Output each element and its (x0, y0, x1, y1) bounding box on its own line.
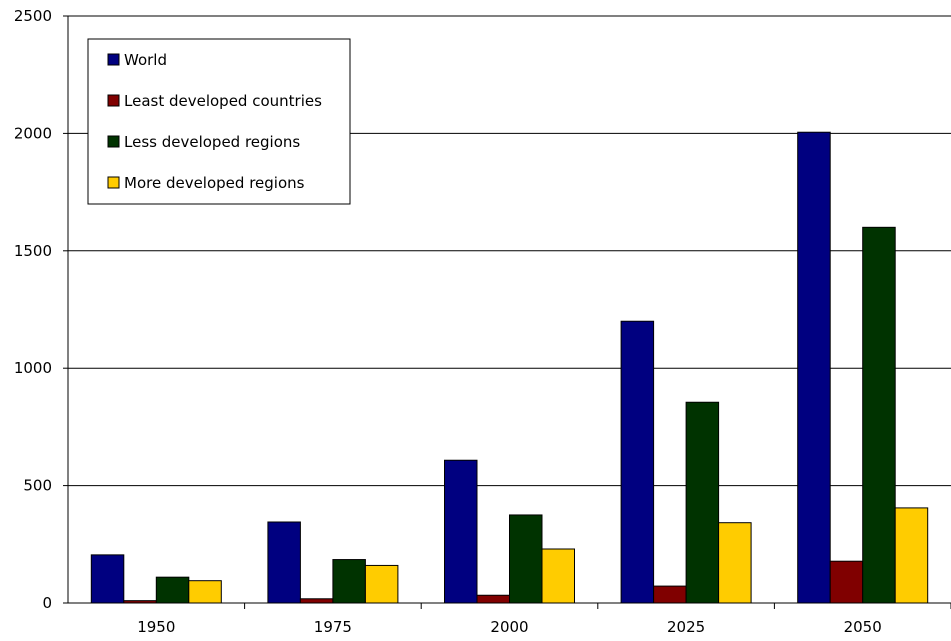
y-tick-label: 2500 (14, 7, 52, 25)
x-axis-tick-labels: 1950 1975 2000 2025 2050 (137, 618, 882, 636)
y-tick-label: 500 (23, 477, 52, 495)
bar-least-developed-countries-2025 (653, 585, 687, 604)
y-axis-tick-labels: 0 500 1000 1500 2000 2500 (14, 7, 52, 612)
bar-more-developed-regions-2050 (894, 507, 929, 604)
axes (63, 15, 951, 609)
y-tick-label: 0 (42, 594, 52, 612)
legend-swatch (107, 176, 120, 189)
bar-more-developed-regions-2000 (541, 548, 575, 604)
bar-world-2025 (620, 320, 655, 604)
legend-label: Least developed countries (124, 92, 322, 110)
bar-more-developed-regions-1950 (188, 580, 222, 604)
bar-less-developed-regions-1950 (155, 576, 190, 604)
bar-less-developed-regions-2025 (685, 401, 720, 604)
legend-label: World (124, 51, 167, 69)
bar-more-developed-regions-2025 (718, 522, 752, 604)
y-tick-label: 2000 (14, 124, 52, 142)
legend-swatch (107, 94, 120, 107)
bar-least-developed-countries-1975 (299, 598, 334, 604)
x-tick-label: 2050 (844, 618, 882, 636)
legend: World Least developed countries Less devel… (87, 38, 351, 205)
bar-world-1975 (267, 521, 301, 604)
legend-label: Less developed regions (124, 133, 300, 151)
x-tick-label: 2025 (667, 618, 705, 636)
y-tick-label: 1500 (14, 242, 52, 260)
bar-less-developed-regions-2050 (862, 226, 896, 604)
bar-world-2000 (444, 459, 478, 604)
legend-box (87, 38, 351, 205)
legend-label: More developed regions (124, 174, 305, 192)
bar-least-developed-countries-2000 (476, 594, 510, 604)
legend-swatch (107, 53, 120, 66)
bar-more-developed-regions-1975 (364, 564, 399, 604)
bars (90, 131, 929, 604)
bar-less-developed-regions-2000 (509, 514, 543, 604)
x-tick-label: 1950 (137, 618, 175, 636)
bar-world-1950 (90, 554, 125, 604)
y-tick-label: 1000 (14, 359, 52, 377)
x-tick-label: 1975 (314, 618, 352, 636)
bar-least-developed-countries-2050 (829, 560, 864, 604)
bar-world-2050 (797, 131, 831, 604)
bar-less-developed-regions-1975 (332, 559, 366, 604)
x-tick-label: 2000 (490, 618, 528, 636)
legend-swatch (107, 135, 120, 148)
